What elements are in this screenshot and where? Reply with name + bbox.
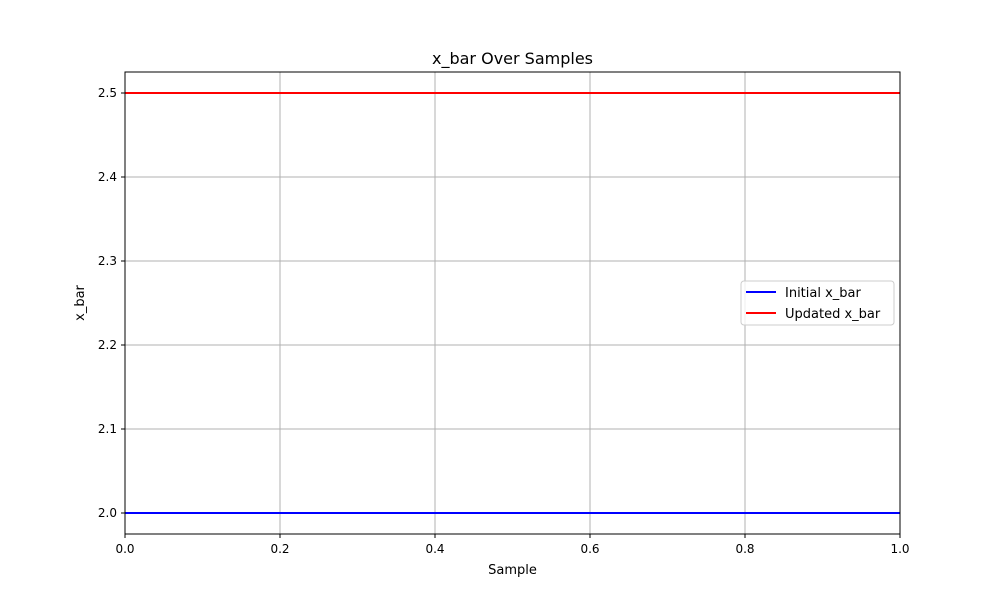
- y-axis-label: x_bar: [73, 284, 88, 320]
- series-layer: [125, 92, 900, 514]
- legend-box: [740, 280, 895, 326]
- legend-label-updated-x-bar: Updated x_bar: [785, 307, 881, 322]
- y-axis: 2.0 2.1 2.2 2.3 2.4 2.5: [98, 86, 125, 520]
- x-tick-label: 0.8: [735, 542, 754, 556]
- chart-title: x_bar Over Samples: [432, 49, 593, 69]
- x-tick-label: 0.2: [270, 542, 289, 556]
- y-tick-label: 2.1: [98, 422, 117, 436]
- x-tick-label: 0.0: [115, 542, 134, 556]
- plot-frame: [124, 71, 901, 535]
- y-tick-label: 2.4: [98, 170, 117, 184]
- y-tick-label: 2.5: [98, 86, 117, 100]
- y-tick-label: 2.0: [98, 506, 117, 520]
- y-tick-label: 2.2: [98, 338, 117, 352]
- legend: Initial x_bar Updated x_bar: [740, 280, 895, 326]
- x-tick-label: 1.0: [890, 542, 909, 556]
- x-tick-label: 0.4: [425, 542, 444, 556]
- x-axis: 0.0 0.2 0.4 0.6 0.8 1.0: [115, 534, 910, 556]
- y-tick-label: 2.3: [98, 254, 117, 268]
- x-tick-label: 0.6: [580, 542, 599, 556]
- legend-label-initial-x-bar: Initial x_bar: [785, 286, 862, 301]
- x-axis-label: Sample: [488, 563, 537, 578]
